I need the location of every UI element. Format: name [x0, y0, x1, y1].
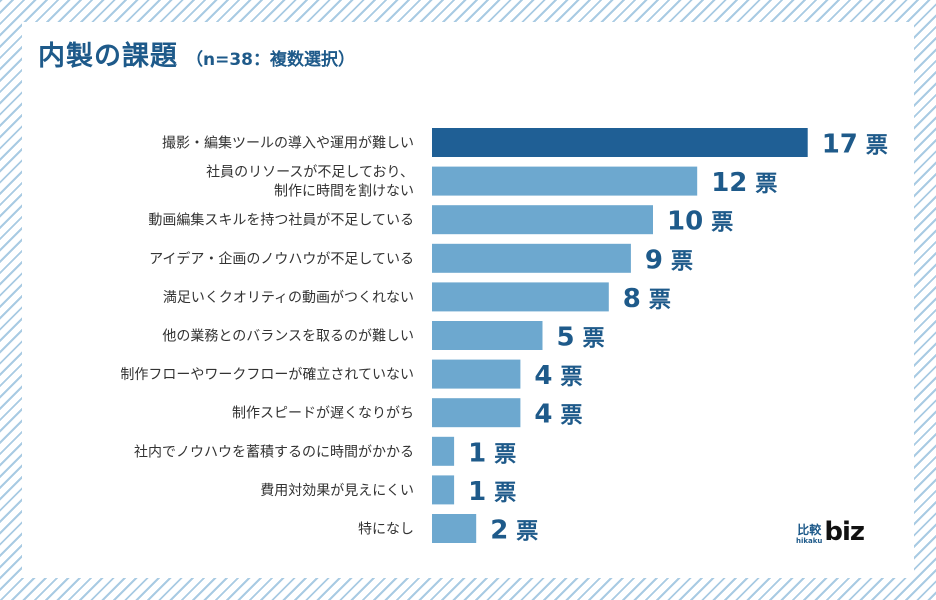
- category-label-6: 他の業務とのバランスを取るのが難しい: [162, 329, 414, 345]
- logo-biz: biz: [824, 517, 865, 547]
- logo-kanji: 比較: [797, 523, 822, 537]
- bar-2: [432, 166, 698, 196]
- value-label-2: 12 票: [711, 168, 777, 198]
- category-label-11: 特になし: [358, 522, 414, 538]
- bar-5: [432, 282, 609, 312]
- category-label-1: 撮影・編集ツールの導入や運用が難しい: [162, 135, 414, 152]
- bar-3: [432, 205, 653, 235]
- category-label-10: 費用対効果が見えにくい: [260, 483, 414, 499]
- chart-subtitle: （n=38：複数選択）: [186, 50, 356, 70]
- category-label-7: 制作フローやワークフローが確立されていない: [120, 367, 414, 383]
- logo-roman: hikaku: [796, 537, 823, 545]
- category-label-5: 満足いくクオリティの動画がつくれない: [163, 290, 414, 306]
- category-label-4: アイデア・企画のノウハウが不足している: [149, 250, 414, 267]
- bar-1: [432, 128, 808, 157]
- category-label-3: 動画編集スキルを持つ社員が不足している: [148, 212, 414, 229]
- bar-6: [432, 321, 543, 350]
- category-label-9: 社内でノウハウを蓄積するのに時間がかかる: [134, 444, 414, 460]
- bar-7: [432, 359, 521, 389]
- category-label-2-line-2: 制作に時間を割けない: [274, 183, 414, 200]
- value-label-3: 10 票: [667, 207, 733, 237]
- bar-9: [432, 436, 455, 466]
- category-label-8: 制作スピードが遅くなりがち: [232, 406, 414, 422]
- bar-4: [432, 243, 631, 273]
- category-label-2-line-1: 社員のリソースが不足しており、: [206, 165, 414, 181]
- logo-left-block: 比較 hikaku: [796, 523, 823, 546]
- chart-title-main: 内製の課題: [38, 41, 178, 72]
- bar-8: [432, 398, 521, 428]
- value-label-1: 17 票: [822, 130, 888, 160]
- hikaku-biz-logo: 比較 hikaku biz: [796, 515, 876, 545]
- bar-11: [432, 514, 477, 543]
- bar-10: [432, 475, 455, 505]
- chart-title: 内製の課題 （n=38：複数選択）: [38, 34, 355, 73]
